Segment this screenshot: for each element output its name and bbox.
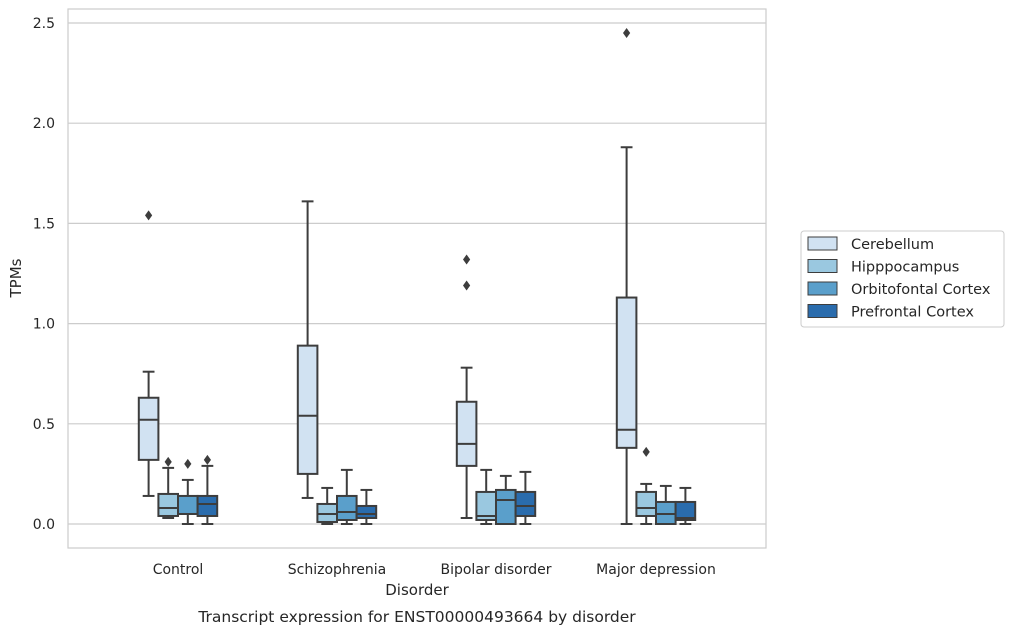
box-plot [177, 458, 199, 525]
box-plot [514, 470, 537, 525]
series-prefrontal-cortex [196, 454, 697, 525]
box-plot [137, 210, 160, 497]
box-plot [495, 474, 517, 526]
y-tick-label: 0.0 [33, 517, 55, 533]
box-iqr [455, 400, 478, 467]
legend-swatch [807, 281, 838, 296]
plot-frame [67, 8, 767, 549]
box-plot [475, 468, 497, 525]
y-axis-label: TPMs [7, 258, 25, 298]
outlier-point [203, 454, 211, 465]
box-plot-series [137, 28, 697, 526]
box-plot [455, 254, 478, 519]
series-cerebellum [137, 28, 638, 525]
y-axis-ticks: 0.0 0.5 1.0 1.5 2.0 2.5 [33, 16, 55, 533]
x-axis-label: Disorder [385, 581, 449, 599]
box-iqr [336, 494, 358, 521]
box-iqr [615, 296, 638, 449]
legend-label: Orbitofontal Cortex [851, 282, 991, 298]
box-plot [296, 200, 319, 499]
box-plot [355, 488, 378, 525]
series-hipppocampus [157, 446, 658, 525]
box-plot [196, 454, 219, 525]
y-tick-label: 1.0 [33, 317, 55, 333]
outlier-point [184, 458, 192, 469]
legend-swatch [807, 304, 838, 318]
box-plot [635, 446, 658, 525]
legend-swatch [807, 236, 838, 251]
legend-swatch [807, 259, 838, 273]
box-iqr [316, 502, 338, 523]
box-iqr [635, 490, 658, 517]
box-iqr [355, 504, 378, 519]
y-tick-label: 2.0 [33, 116, 55, 132]
chart-caption: Transcript expression for ENST0000049366… [197, 608, 636, 626]
box-plot [615, 28, 638, 525]
grid-lines [68, 22, 766, 525]
box-iqr [137, 396, 160, 461]
legend-label: Hipppocampus [851, 260, 959, 276]
box-iqr [296, 344, 319, 475]
box-plot [316, 486, 338, 525]
outlier-point [623, 28, 631, 39]
legend-label: Prefrontal Cortex [851, 305, 974, 321]
y-tick-label: 1.5 [33, 216, 55, 232]
legend: Cerebellum Hipppocampus Orbitofontal Corte… [800, 230, 1005, 328]
x-tick-label: Bipolar disorder [440, 562, 551, 578]
outlier-point [642, 446, 650, 457]
box-iqr [495, 488, 517, 526]
box-iqr [196, 494, 219, 517]
box-iqr [157, 492, 179, 517]
box-plot [674, 486, 697, 525]
legend-frame [800, 230, 1005, 328]
x-tick-label: Major depression [596, 562, 716, 578]
box-plot [336, 468, 358, 525]
box-iqr [177, 494, 199, 515]
box-iqr [514, 490, 537, 517]
y-tick-label: 2.5 [33, 16, 55, 32]
y-tick-label: 0.5 [33, 417, 55, 433]
x-tick-label: Control [153, 562, 204, 578]
outlier-point [463, 254, 471, 265]
outlier-point [463, 280, 471, 291]
legend-label: Cerebellum [851, 237, 934, 253]
box-iqr [674, 500, 697, 521]
x-axis-ticks: Control Schizophrenia Bipolar disorder Majo… [153, 562, 716, 578]
series-orbitofontal-cortex [177, 458, 677, 526]
box-plot [157, 456, 179, 519]
box-plot [655, 484, 677, 525]
outlier-point [145, 210, 153, 221]
outlier-point [164, 456, 172, 467]
box-iqr [655, 500, 677, 525]
x-tick-label: Schizophrenia [288, 562, 386, 578]
